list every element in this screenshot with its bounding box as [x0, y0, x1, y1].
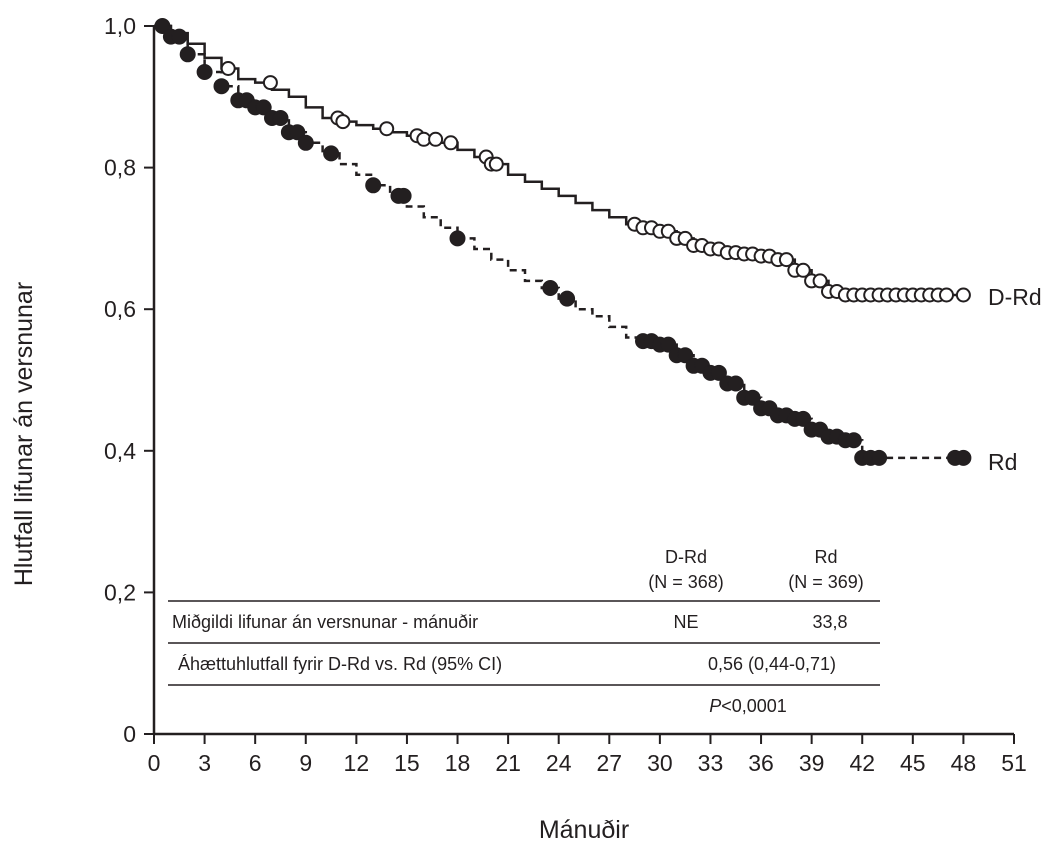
table-row1-col2: 33,8 — [812, 612, 847, 632]
censor-mark-rd — [542, 280, 559, 296]
censor-mark-rd — [272, 110, 289, 126]
censor-mark-rd — [179, 46, 196, 63]
y-axis-ticks: 0 0,2 0,4 0,6 0,8 1,0 — [104, 13, 154, 747]
x-tick-label: 15 — [394, 750, 420, 776]
censor-mark-rd — [795, 410, 812, 427]
censor-mark-drd — [812, 273, 828, 289]
censor-mark-rd — [660, 336, 677, 353]
x-tick-label: 45 — [900, 750, 926, 776]
x-tick-label: 51 — [1001, 750, 1027, 776]
censor-mark-rd — [395, 187, 412, 204]
x-tick-label: 30 — [647, 750, 673, 776]
x-tick-label: 0 — [148, 750, 161, 776]
censor-mark-rd — [449, 230, 466, 247]
x-tick-label: 18 — [445, 750, 471, 776]
x-axis-ticks: 0 3 6 9 12 15 18 21 24 27 30 33 36 39 42 45 48 51 — [148, 734, 1027, 776]
censor-mark-drd — [262, 75, 278, 91]
censor-mark-rd — [845, 432, 862, 449]
x-tick-label: 3 — [198, 750, 211, 776]
censor-mark-rd — [365, 177, 382, 194]
table-p-value: P<0,0001 — [709, 696, 787, 716]
censor-mark-drd — [955, 287, 971, 303]
y-axis-title: Hlutfall lifunar án versnunar — [10, 282, 38, 586]
x-tick-label: 6 — [249, 750, 262, 776]
p-number: <0,0001 — [721, 696, 787, 716]
censor-mark-rd — [955, 449, 972, 466]
table-row2-value: 0,56 (0,44-0,71) — [708, 654, 836, 674]
x-tick-label: 48 — [951, 750, 977, 776]
censor-mark-drd — [778, 252, 794, 268]
y-tick-label: 0,4 — [104, 438, 136, 464]
x-tick-label: 36 — [748, 750, 774, 776]
censor-mark-drd — [795, 262, 811, 278]
annotation-table: D-Rd (N = 368) Rd (N = 369) Miðgildi lif… — [168, 547, 880, 716]
censor-mark-rd — [289, 124, 306, 141]
x-tick-label: 24 — [546, 750, 572, 776]
censor-mark-rd — [154, 18, 171, 34]
y-tick-label: 0,2 — [104, 579, 136, 605]
x-tick-label: 9 — [299, 750, 312, 776]
y-tick-label: 0,6 — [104, 296, 136, 322]
censor-mark-rd — [196, 64, 213, 80]
table-col2-n: (N = 369) — [788, 572, 864, 592]
censor-mark-drd — [488, 156, 504, 172]
p-symbol: P — [709, 696, 721, 716]
censor-mark-drd — [428, 131, 444, 147]
series-line-rd — [154, 24, 964, 460]
table-col1-header: D-Rd — [665, 547, 707, 567]
censor-mark-rd — [677, 347, 694, 364]
x-tick-label: 33 — [698, 750, 724, 776]
censor-mark-rd — [255, 99, 272, 116]
table-row1-col1: NE — [673, 612, 698, 632]
censor-mark-rd — [559, 290, 576, 307]
censor-mark-rd — [323, 145, 340, 162]
censor-mark-rd — [871, 449, 888, 466]
x-tick-label: 42 — [849, 750, 875, 776]
x-tick-label: 12 — [344, 750, 370, 776]
table-row2-label: Áhættuhlutfall fyrir D-Rd vs. Rd (95% CI… — [178, 654, 502, 674]
censor-mark-rd — [171, 28, 188, 45]
x-axis-title: Mánuðir — [539, 816, 629, 844]
x-tick-label: 27 — [596, 750, 622, 776]
censor-mark-drd — [335, 114, 351, 130]
x-tick-label: 21 — [495, 750, 521, 776]
censor-mark-drd — [939, 287, 954, 303]
series-line-drd — [154, 24, 964, 297]
x-tick-label: 39 — [799, 750, 825, 776]
censor-mark-rd — [710, 364, 727, 381]
censor-mark-drd — [220, 61, 236, 76]
y-tick-label: 1,0 — [104, 13, 136, 39]
y-tick-label: 0,8 — [104, 155, 136, 181]
censor-mark-drd — [379, 121, 395, 137]
series-layer — [154, 18, 972, 466]
series-label-drd: D-Rd — [988, 284, 1042, 310]
censor-mark-rd — [727, 375, 744, 392]
table-col2-header: Rd — [814, 547, 837, 567]
censor-mark-drd — [443, 135, 459, 151]
censor-mark-rd — [744, 389, 761, 406]
censor-mark-rd — [297, 134, 314, 151]
censor-mark-rd — [213, 78, 230, 95]
table-row1-label: Miðgildi lifunar án versnunar - mánuðir — [172, 612, 478, 632]
series-label-rd: Rd — [988, 449, 1017, 475]
table-col1-n: (N = 368) — [648, 572, 724, 592]
y-tick-label: 0 — [123, 721, 136, 747]
